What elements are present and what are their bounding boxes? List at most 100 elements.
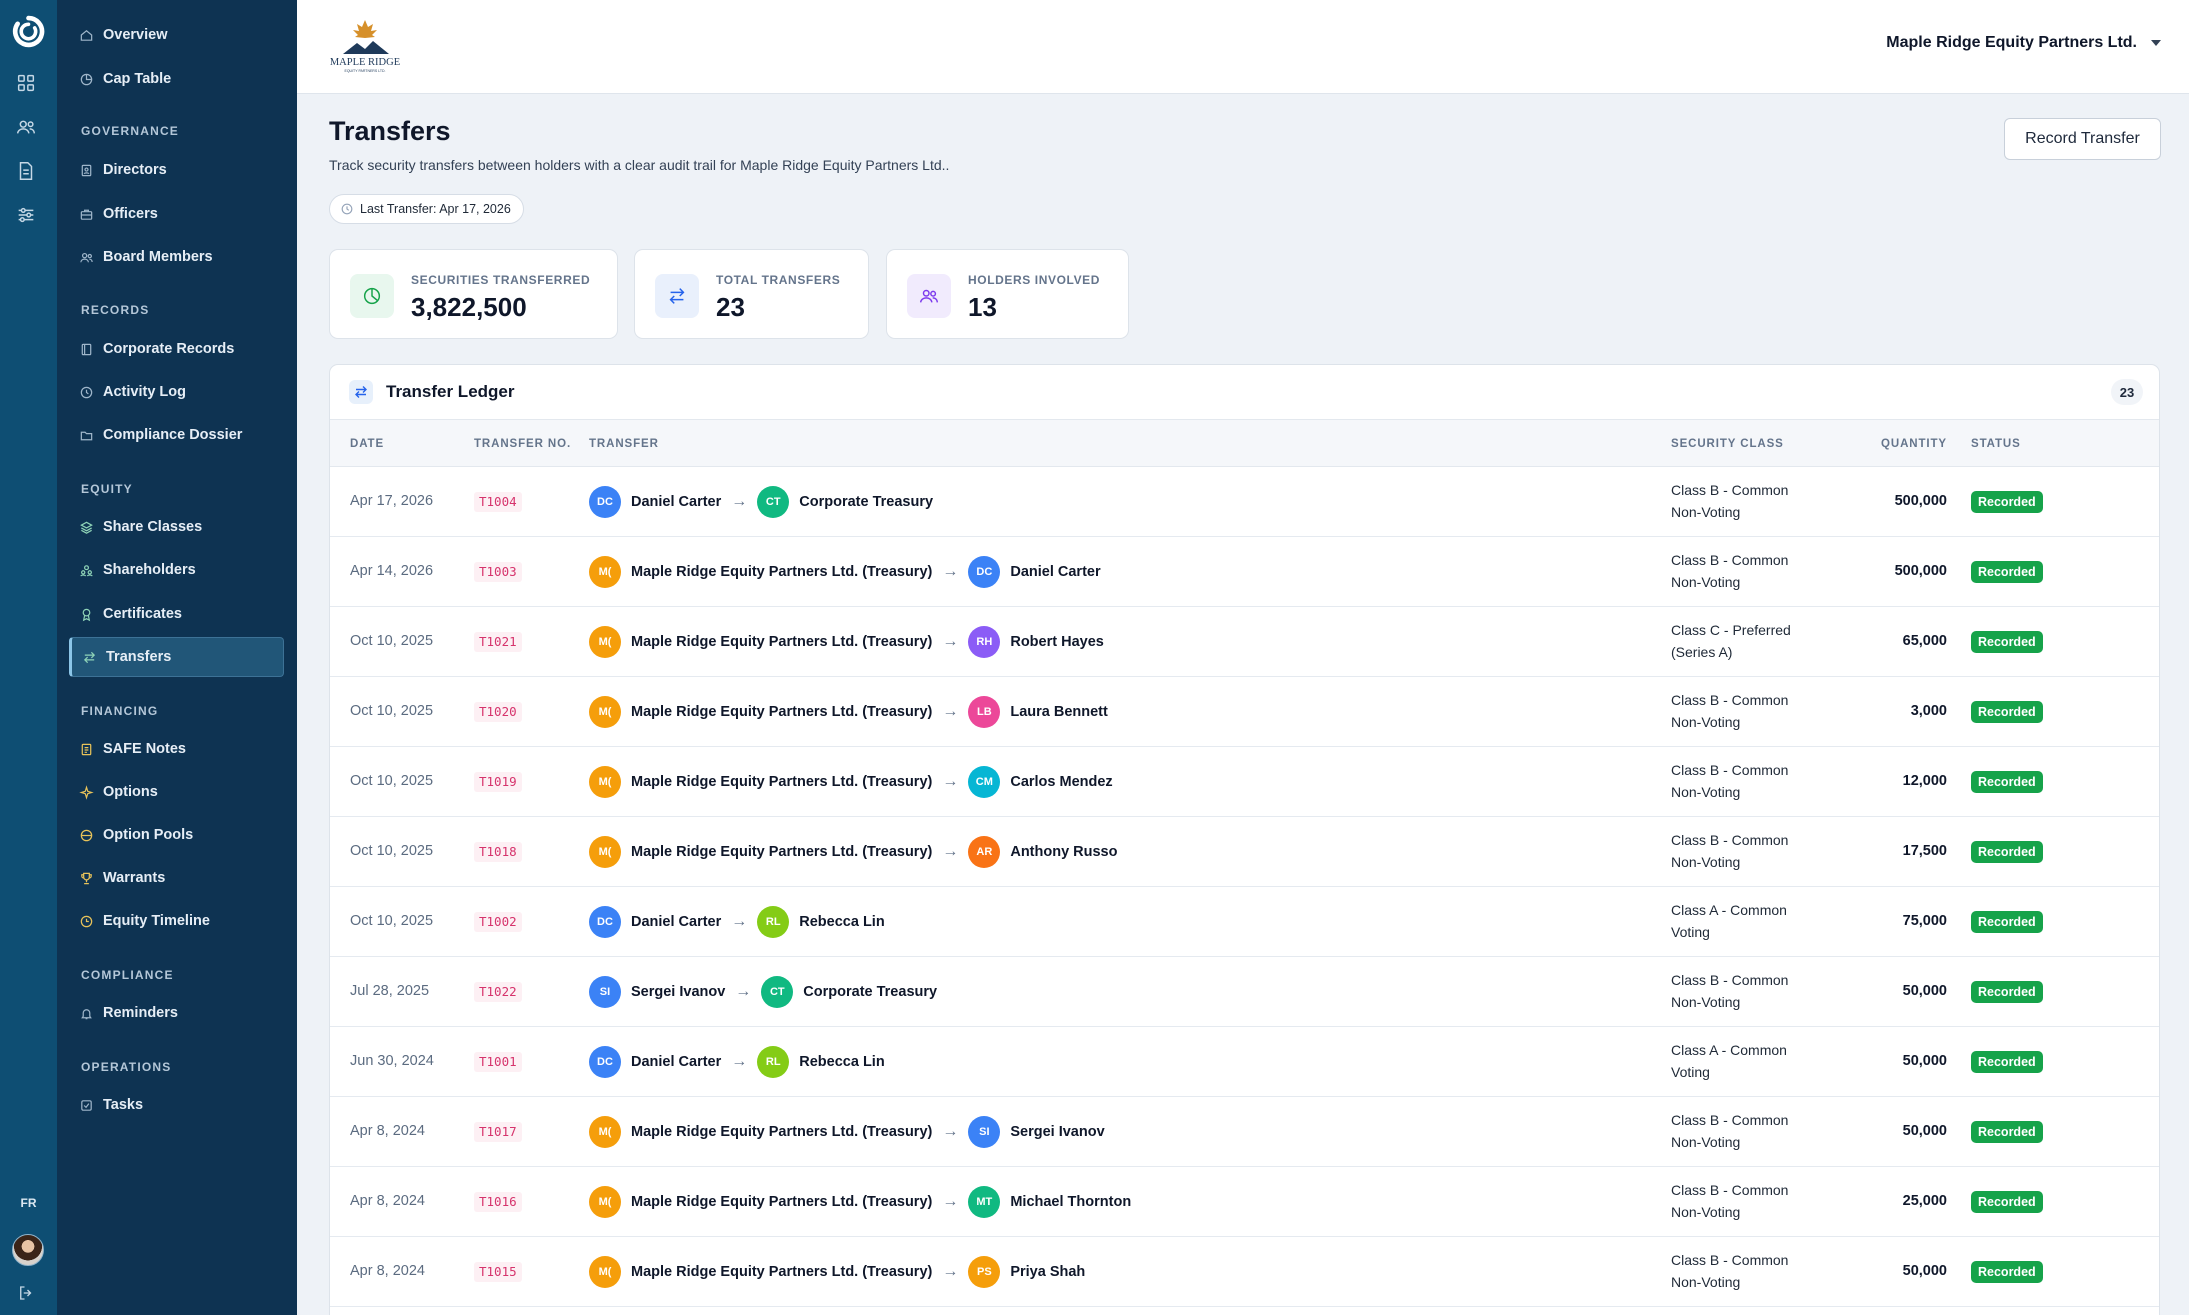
sidebar-item-transfers[interactable]: Transfers (69, 637, 284, 677)
sidebar-item-corporate-records[interactable]: Corporate Records (69, 329, 284, 369)
sidebar-item-warrants[interactable]: Warrants (69, 858, 284, 898)
to-avatar: PS (968, 1256, 1001, 1288)
from-holder-name[interactable]: Maple Ridge Equity Partners Ltd. (Treasu… (631, 564, 933, 580)
transfer-number[interactable]: T1017 (474, 1122, 522, 1142)
to-holder-name[interactable]: Robert Hayes (1010, 634, 1104, 650)
from-holder-name[interactable]: Daniel Carter (631, 1054, 722, 1070)
table-row[interactable]: Apr 8, 2024 T1015 M(Maple Ridge Equity Par… (330, 1237, 2159, 1307)
sidebar-item-options[interactable]: Options (69, 772, 284, 812)
sidebar-item-share-classes[interactable]: Share Classes (69, 507, 284, 547)
transfer-number[interactable]: T1004 (474, 492, 522, 512)
to-holder-name[interactable]: Carlos Mendez (1010, 774, 1113, 790)
from-holder-name[interactable]: Maple Ridge Equity Partners Ltd. (Treasu… (631, 844, 933, 860)
transfer-number[interactable]: T1003 (474, 562, 522, 582)
to-holder-name[interactable]: Priya Shah (1010, 1264, 1086, 1280)
table-row[interactable]: Apr 17, 2026 T1004 DC Daniel Carter → CT Corpo… (330, 467, 2159, 537)
transfer-parties: SI Sergei Ivanov → CT Corporate Treasury (589, 957, 937, 1027)
quantity: 50,000 (1902, 983, 1947, 999)
sidebar-item-tasks[interactable]: Tasks (69, 1085, 284, 1125)
sidebar-item-compliance-dossier[interactable]: Compliance Dossier (69, 415, 284, 455)
to-holder-name[interactable]: Michael Thornton (1010, 1194, 1132, 1210)
table-row[interactable]: Oct 10, 2025 T1019 M(Maple Ridge Equity Pa… (330, 747, 2159, 817)
sidebar-item-reminders[interactable]: Reminders (69, 993, 284, 1033)
column-header-quantity[interactable]: QUANTITY (1881, 438, 1947, 450)
transfer-number[interactable]: T1020 (474, 702, 522, 722)
column-header-date[interactable]: DATE (350, 438, 385, 450)
table-row[interactable]: Jun 30, 2024 T1001 DC Daniel Carter → RL Rebec… (330, 1027, 2159, 1097)
sidebar-item-label: Options (103, 784, 158, 800)
from-holder-name[interactable]: Maple Ridge Equity Partners Ltd. (Treasu… (631, 634, 933, 650)
grid-icon[interactable] (15, 72, 37, 94)
from-holder-name[interactable]: Maple Ridge Equity Partners Ltd. (Treasu… (631, 1264, 933, 1280)
transfer-number[interactable]: T1002 (474, 912, 522, 932)
logout-icon[interactable] (17, 1284, 35, 1302)
table-row[interactable]: Oct 10, 2025 T1002 DC Daniel Carter → RL Rebec… (330, 887, 2159, 957)
transfer-number[interactable]: T1016 (474, 1192, 522, 1212)
transfer-parties: M(Maple Ridge Equity Partners Ltd. (Trea… (589, 607, 1104, 677)
record-transfer-button[interactable]: Record Transfer (2004, 118, 2161, 160)
sidebar-item-option-pools[interactable]: Option Pools (69, 815, 284, 855)
to-holder-name[interactable]: Rebecca Lin (799, 1054, 885, 1070)
from-holder-name[interactable]: Maple Ridge Equity Partners Ltd. (Treasu… (631, 1124, 933, 1140)
column-header-security-class[interactable]: SECURITY CLASS (1671, 438, 1784, 450)
sidebar-item-directors[interactable]: Directors (69, 150, 284, 190)
user-avatar[interactable] (12, 1234, 44, 1266)
app-logo-icon[interactable] (12, 15, 45, 48)
from-holder-name[interactable]: Maple Ridge Equity Partners Ltd. (Treasu… (631, 774, 933, 790)
sidebar-item-board-members[interactable]: Board Members (69, 237, 284, 277)
transfer-number[interactable]: T1018 (474, 842, 522, 862)
to-holder-name[interactable]: Anthony Russo (1010, 844, 1118, 860)
to-holder-name[interactable]: Daniel Carter (1010, 564, 1101, 580)
table-row[interactable]: Apr 14, 2026 T1003 M(Maple Ridge Equity Pa… (330, 537, 2159, 607)
sidebar-item-certificates[interactable]: Certificates (69, 594, 284, 634)
sidebar-item-cap-table[interactable]: Cap Table (69, 59, 284, 99)
table-row[interactable]: Oct 10, 2025 T1018 M(Maple Ridge Equity Pa… (330, 817, 2159, 887)
organization-switcher[interactable]: Maple Ridge Equity Partners Ltd. (1886, 34, 2161, 52)
transfer-number[interactable]: T1001 (474, 1052, 522, 1072)
from-holder-name[interactable]: Daniel Carter (631, 494, 722, 510)
transfer-date: Apr 17, 2026 (350, 493, 434, 509)
to-holder-name[interactable]: Laura Bennett (1010, 704, 1108, 720)
table-row[interactable]: Apr 8, 2024 T1017 M(Maple Ridge Equity Par… (330, 1097, 2159, 1167)
sidebar-item-safe-notes[interactable]: SAFE Notes (69, 729, 284, 769)
users-icon[interactable] (15, 116, 37, 138)
id-badge-icon (81, 164, 92, 176)
sidebar-item-shareholders[interactable]: Shareholders (69, 550, 284, 590)
to-holder-name[interactable]: Corporate Treasury (799, 494, 934, 510)
sidebar-item-label: SAFE Notes (103, 741, 186, 757)
sidebar-item-activity-log[interactable]: Activity Log (69, 372, 284, 412)
column-header-transfer-no[interactable]: TRANSFER NO. (474, 438, 572, 450)
transfer-parties: M(Maple Ridge Equity Partners Ltd. (Trea… (589, 1097, 1105, 1167)
table-row[interactable]: Oct 10, 2025 T1020 M(Maple Ridge Equity Pa… (330, 677, 2159, 747)
sidebar-item-overview[interactable]: Overview (69, 15, 284, 55)
security-class-line: Non-Voting (1671, 504, 1741, 520)
organization-name: Maple Ridge Equity Partners Ltd. (1886, 34, 2137, 51)
transfer-number[interactable]: T1021 (474, 632, 522, 652)
table-row[interactable]: Oct 10, 2025 T1021 M(Maple Ridge Equity Pa… (330, 607, 2159, 677)
table-row[interactable]: Apr 8, 2024 T1016 M(Maple Ridge Equity Par… (330, 1167, 2159, 1237)
table-row[interactable]: Jul 28, 2025 T1022 SI Sergei Ivanov → CT Corpo… (330, 957, 2159, 1027)
transfer-number[interactable]: T1022 (474, 982, 522, 1002)
transfer-number[interactable]: T1015 (474, 1262, 522, 1282)
from-holder-name[interactable]: Daniel Carter (631, 914, 722, 930)
column-header-transfer[interactable]: TRANSFER (589, 438, 659, 450)
trophy-icon (81, 872, 92, 884)
pie-chart-icon (363, 287, 381, 305)
from-holder-name[interactable]: Maple Ridge Equity Partners Ltd. (Treasu… (631, 1194, 933, 1210)
to-avatar: CT (761, 976, 794, 1008)
to-holder-name[interactable]: Rebecca Lin (799, 914, 885, 930)
transfer-number[interactable]: T1019 (474, 772, 522, 792)
sliders-icon[interactable] (15, 204, 37, 226)
from-holder-name[interactable]: Maple Ridge Equity Partners Ltd. (Treasu… (631, 704, 933, 720)
from-holder-name[interactable]: Sergei Ivanov (631, 984, 726, 1000)
sidebar-item-officers[interactable]: Officers (69, 194, 284, 234)
column-header-status[interactable]: STATUS (1971, 438, 2021, 450)
to-holder-name[interactable]: Corporate Treasury (803, 984, 938, 1000)
sidebar-item-equity-timeline[interactable]: Equity Timeline (69, 901, 284, 941)
arrow-right-icon: → (731, 493, 748, 510)
document-icon[interactable] (15, 160, 37, 182)
transfer-parties: M(Maple Ridge Equity Partners Ltd. (Trea… (589, 1237, 1085, 1307)
clock-icon (80, 386, 93, 398)
to-holder-name[interactable]: Sergei Ivanov (1010, 1124, 1105, 1140)
language-switch[interactable]: FR (20, 1196, 37, 1210)
